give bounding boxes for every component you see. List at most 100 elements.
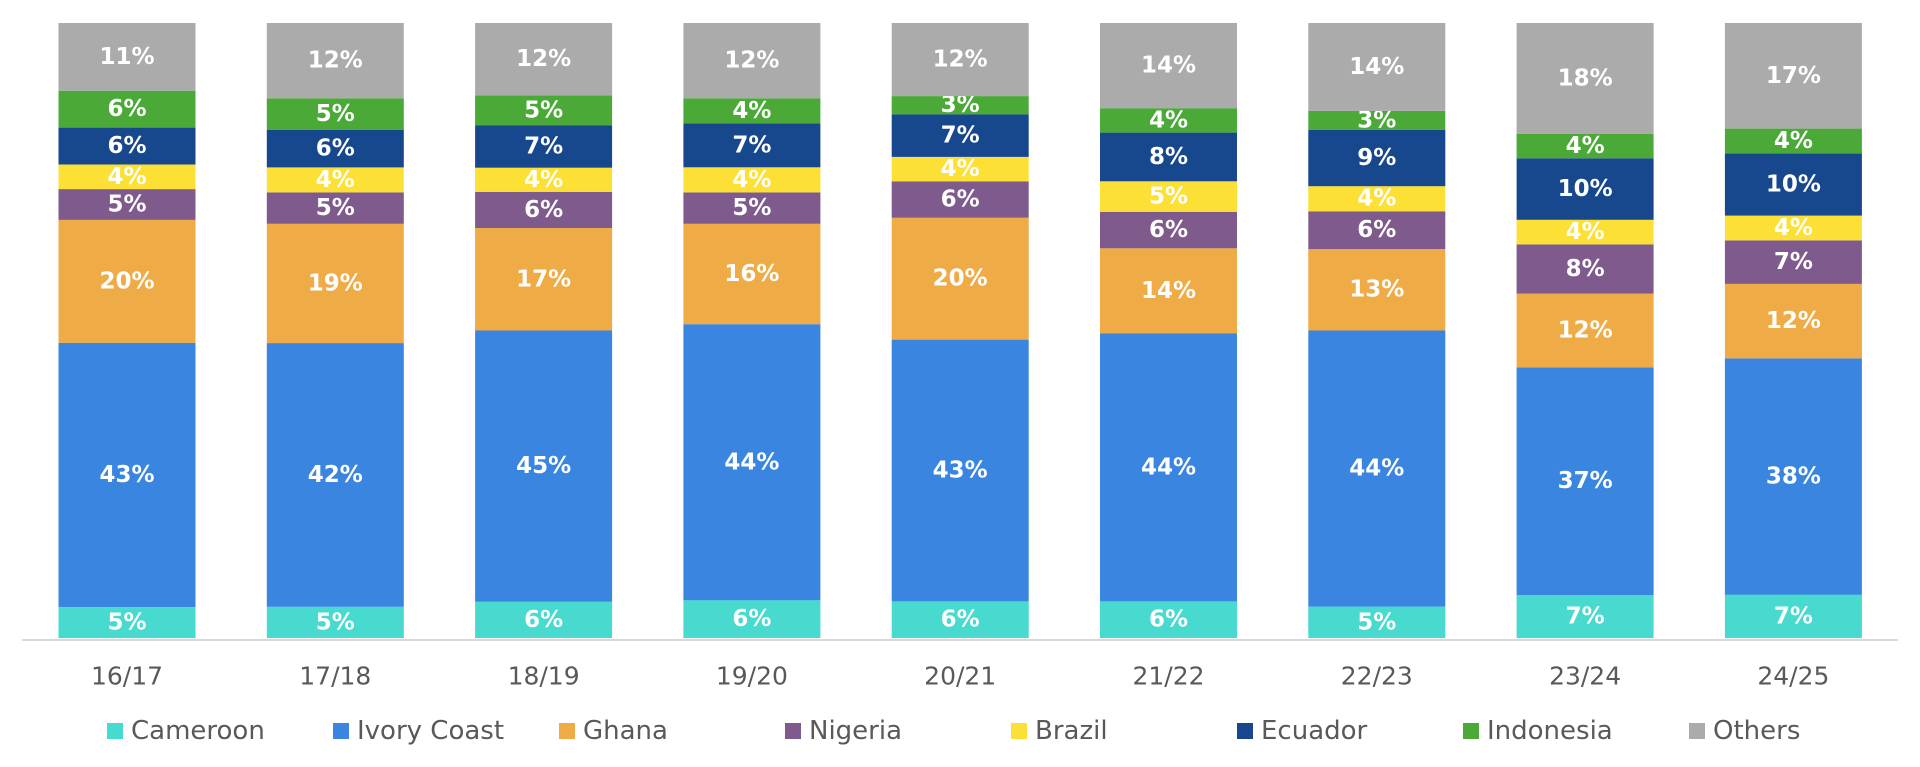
bar-segment-nigeria-20-21 [891,181,1029,218]
data-label-ivory-coast-17-18: 42% [308,462,363,488]
x-tick-23-24: 23/24 [1549,662,1621,691]
bar-segment-ghana-21-22 [1100,248,1237,334]
data-label-ecuador-21-22: 8% [1149,144,1188,170]
bar-segment-nigeria-24-25 [1724,240,1862,284]
bar-segment-others-24-25 [1724,23,1862,129]
data-label-ecuador-18-19: 7% [524,134,563,160]
bar-segment-cameroon-16-17 [58,607,196,639]
bar-segment-ivory-coast-24-25 [1724,358,1862,595]
bar-segment-indonesia-23-24 [1516,133,1654,159]
data-label-others-18-19: 12% [516,46,571,72]
bar-segment-others-20-21 [891,23,1029,97]
data-label-ivory-coast-19-20: 44% [724,449,779,475]
data-label-nigeria-22-23: 6% [1357,217,1396,243]
bar-segment-cameroon-22-23 [1308,606,1446,638]
legend-label-others: Others [1713,716,1800,746]
data-label-ecuador-16-17: 6% [107,133,146,159]
legend-swatch-brazil [1011,723,1027,739]
data-label-ivory-coast-22-23: 44% [1349,456,1404,482]
bar-segment-ivory-coast-21-22 [1100,333,1237,602]
data-label-brazil-17-18: 4% [316,167,355,193]
x-tick-labels: 16/17 17/18 18/19 19/20 20/21 21/22 22/23 23/24… [91,662,1829,691]
legend-label-nigeria: Nigeria [809,716,902,746]
legend: Cameroon Ivory Coast Ghana Nigeria Brazil Ecu… [107,716,1800,746]
bar-segment-ivory-coast-19-20 [683,324,821,601]
data-label-ivory-coast-16-17: 43% [99,462,154,488]
data-label-nigeria-24-25: 7% [1774,249,1813,275]
x-tick-18-19: 18/19 [508,662,580,691]
bar-segment-cameroon-24-25 [1724,594,1862,638]
legend-swatch-others [1689,723,1705,739]
data-label-others-20-21: 12% [933,47,988,73]
bar-segment-cameroon-23-24 [1516,595,1654,639]
bar-segment-nigeria-23-24 [1516,244,1654,294]
bar-segment-cameroon-19-20 [683,600,821,638]
bar-segment-ivory-coast-17-18 [266,343,404,607]
legend-label-ghana: Ghana [583,716,668,746]
bar-segment-indonesia-21-22 [1100,108,1237,133]
bar-segment-ecuador-22-23 [1308,129,1446,187]
bar-segment-brazil-17-18 [266,167,404,193]
data-label-nigeria-19-20: 5% [732,195,771,221]
bar-segment-ecuador-20-21 [891,114,1029,157]
x-tick-22-23: 22/23 [1341,662,1413,691]
bar-segment-brazil-19-20 [683,167,821,193]
bar-segment-cameroon-20-21 [891,601,1029,638]
data-label-nigeria-21-22: 6% [1149,217,1188,243]
bar-segment-ecuador-21-22 [1100,132,1237,182]
bar-segment-ghana-20-21 [891,217,1029,340]
data-label-indonesia-18-19: 5% [524,97,563,123]
bar-segment-ghana-17-18 [266,223,404,343]
bar-segment-ghana-16-17 [58,219,196,343]
legend-item-nigeria: Nigeria [785,716,902,746]
bar-segment-others-18-19 [475,23,613,96]
data-label-brazil-20-21: 4% [941,156,980,182]
bar-segment-others-22-23 [1308,23,1446,111]
data-label-nigeria-17-18: 5% [316,195,355,221]
data-label-ghana-23-24: 12% [1558,318,1613,344]
bar-segment-ecuador-19-20 [683,123,821,168]
data-label-cameroon-19-20: 6% [732,606,771,632]
data-label-nigeria-20-21: 6% [941,187,980,213]
bar-segment-ghana-24-25 [1724,283,1862,359]
bar-segment-indonesia-19-20 [683,98,821,124]
data-label-ghana-22-23: 13% [1349,277,1404,303]
bar-segment-ecuador-23-24 [1516,158,1654,220]
data-label-ivory-coast-21-22: 44% [1141,455,1196,481]
bars-group: 5%43%20%5%4%6%6%11%5%42%19%5%4%6%5%12%6%… [58,23,1862,639]
data-label-brazil-18-19: 4% [524,167,563,193]
x-tick-16-17: 16/17 [91,662,163,691]
data-label-cameroon-24-25: 7% [1774,603,1813,629]
bar-segment-ghana-18-19 [475,228,613,331]
bar-segment-brazil-21-22 [1100,181,1237,212]
legend-item-brazil: Brazil [1011,716,1108,746]
data-label-cameroon-20-21: 6% [941,607,980,633]
data-label-indonesia-19-20: 4% [732,98,771,124]
data-label-cameroon-16-17: 5% [107,610,146,636]
data-label-brazil-23-24: 4% [1566,219,1605,245]
data-label-ecuador-22-23: 9% [1357,145,1396,171]
data-label-others-19-20: 12% [724,48,779,74]
bar-segment-nigeria-17-18 [266,192,404,224]
data-label-ghana-21-22: 14% [1141,278,1196,304]
legend-swatch-ghana [559,723,575,739]
bar-segment-ghana-19-20 [683,223,821,325]
data-label-ecuador-20-21: 7% [941,123,980,149]
bar-segment-ecuador-18-19 [475,125,613,168]
data-label-indonesia-17-18: 5% [316,101,355,127]
bar-segment-ivory-coast-23-24 [1516,367,1654,595]
data-label-cameroon-17-18: 5% [316,609,355,635]
bar-segment-brazil-16-17 [58,164,196,190]
data-label-indonesia-24-25: 4% [1774,128,1813,154]
bar-segment-ecuador-17-18 [266,129,404,168]
legend-label-ecuador: Ecuador [1261,716,1368,746]
legend-swatch-indonesia [1463,723,1479,739]
data-label-others-21-22: 14% [1141,53,1196,79]
legend-label-ivory-coast: Ivory Coast [357,716,504,746]
data-label-cameroon-22-23: 5% [1357,609,1396,635]
bar-segment-ivory-coast-16-17 [58,342,196,608]
data-label-others-17-18: 12% [308,48,363,74]
bar-segment-indonesia-16-17 [58,90,196,128]
data-label-ecuador-24-25: 10% [1766,172,1821,198]
